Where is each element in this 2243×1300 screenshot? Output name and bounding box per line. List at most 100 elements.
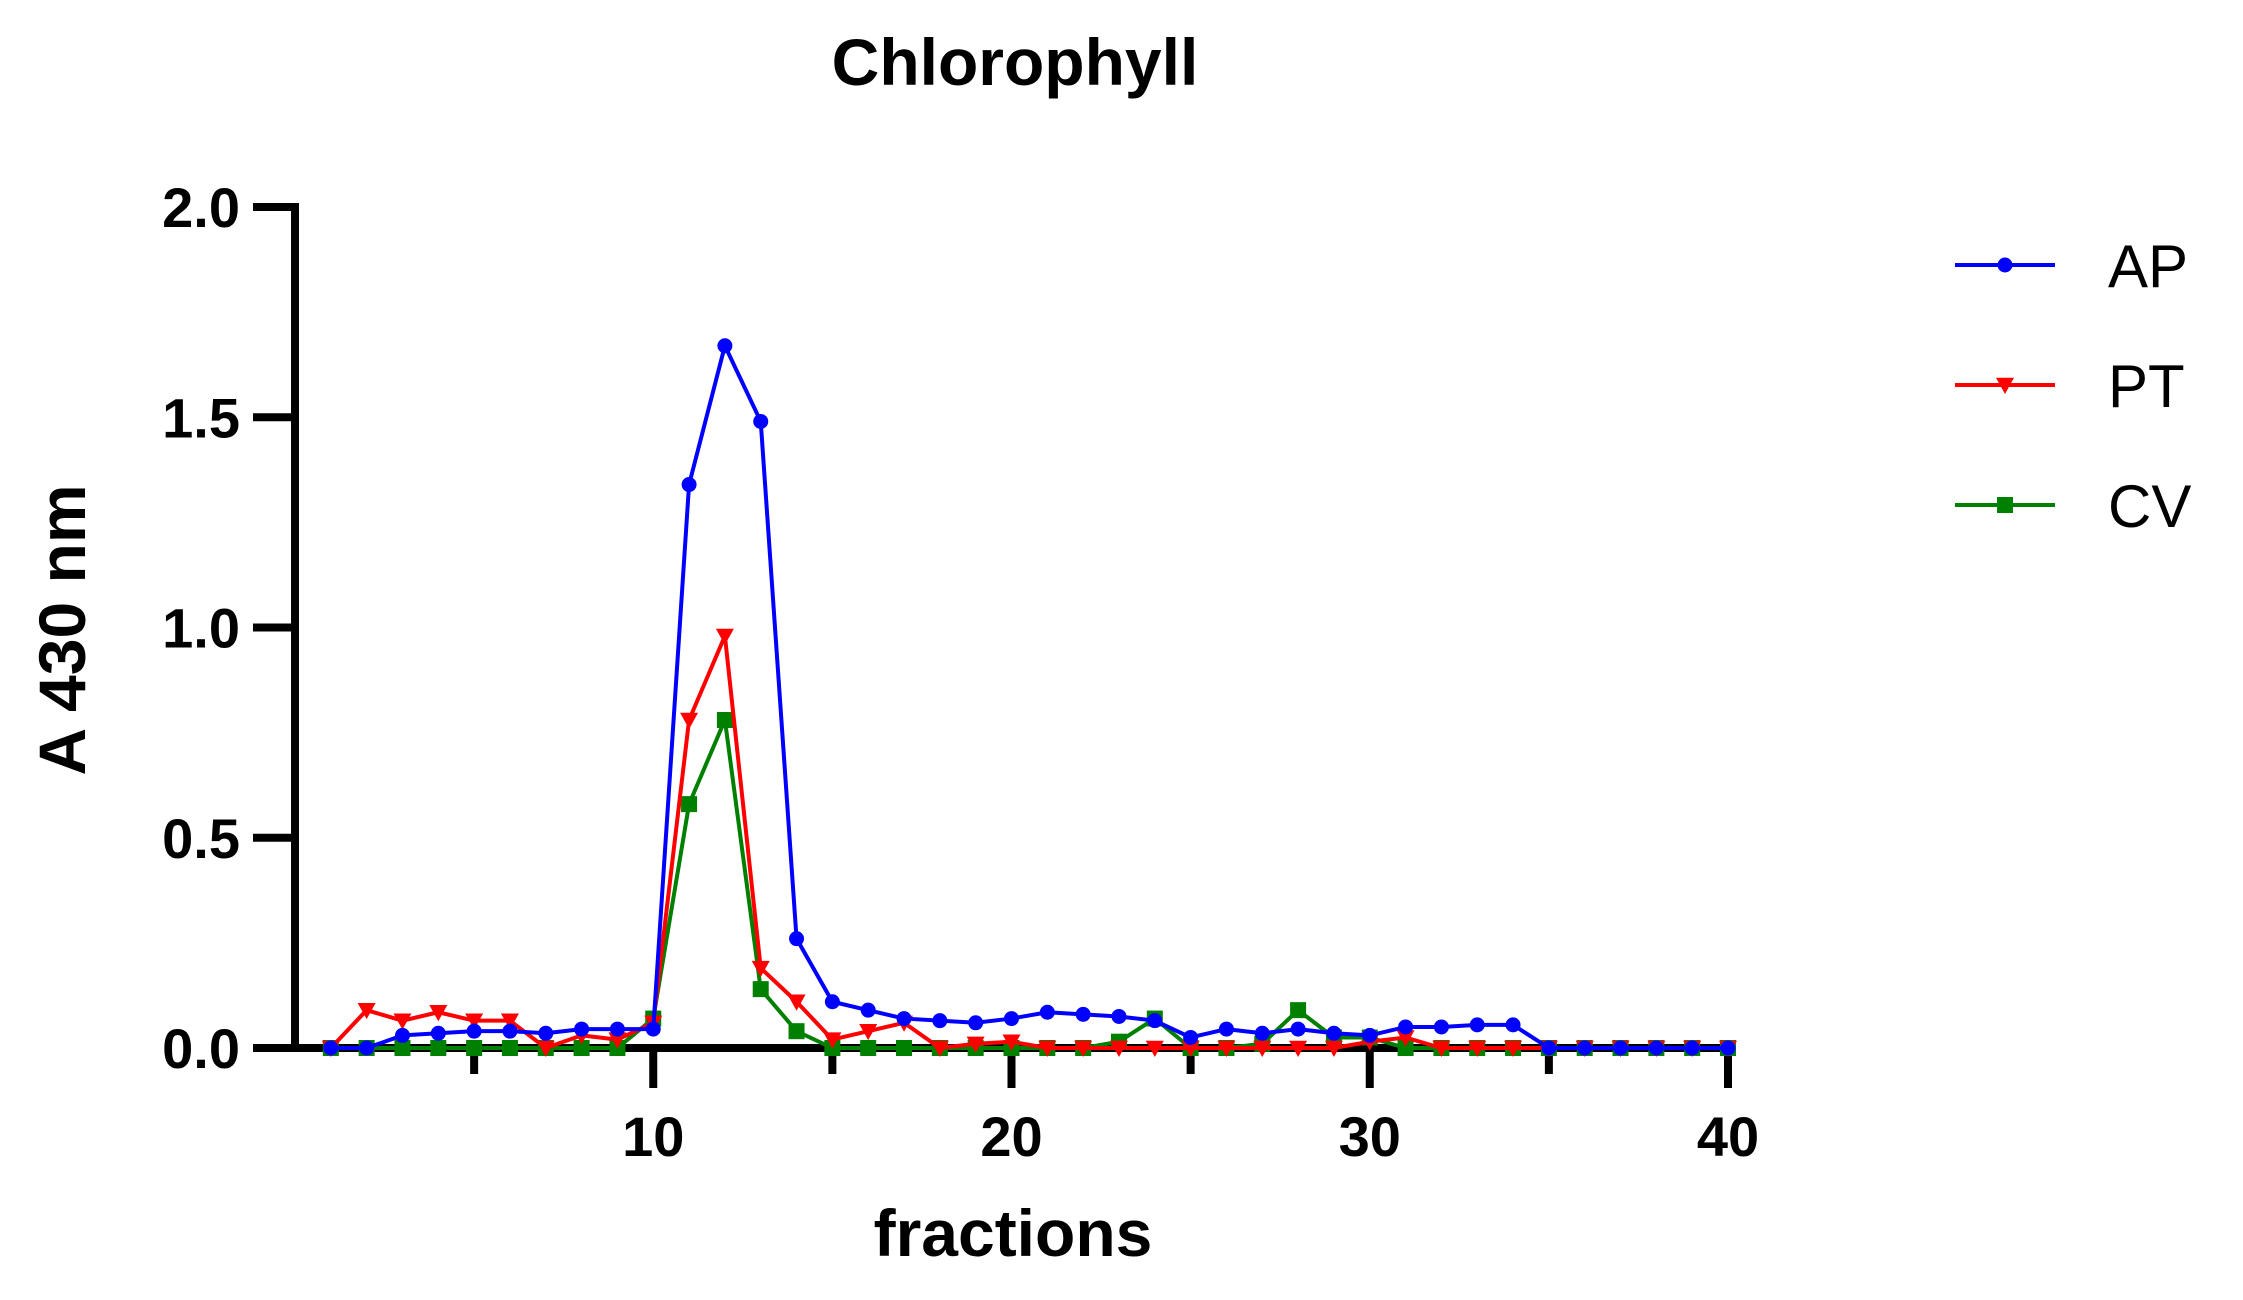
legend-marker bbox=[1997, 257, 2013, 273]
data-point-ap bbox=[1183, 1029, 1199, 1045]
x-axis-label: fractions bbox=[874, 1196, 1153, 1270]
data-point-cv bbox=[501, 1040, 518, 1056]
data-point-pt bbox=[1074, 1040, 1093, 1057]
x-tick-label: 10 bbox=[622, 1105, 684, 1168]
data-point-ap bbox=[538, 1025, 554, 1041]
data-point-ap bbox=[896, 1011, 912, 1027]
data-point-pt bbox=[1504, 1040, 1523, 1057]
data-point-cv bbox=[430, 1040, 447, 1056]
legend-item-cv: CV bbox=[1955, 473, 2191, 540]
data-point-ap bbox=[968, 1015, 984, 1031]
data-point-pt bbox=[465, 1013, 484, 1030]
data-point-pt bbox=[608, 1032, 627, 1049]
data-point-pt bbox=[1289, 1040, 1308, 1057]
series-line-ap bbox=[330, 343, 1728, 1050]
data-point-pt bbox=[930, 1040, 949, 1057]
x-tick-label: 40 bbox=[1697, 1105, 1759, 1168]
data-point-ap bbox=[1254, 1025, 1270, 1041]
data-point-ap bbox=[789, 931, 805, 947]
data-point-pt bbox=[1396, 1030, 1415, 1047]
data-point-pt bbox=[1324, 1040, 1343, 1057]
data-point-ap bbox=[1004, 1011, 1019, 1027]
data-point-ap bbox=[824, 994, 840, 1010]
data-point-ap bbox=[753, 413, 769, 429]
data-point-ap bbox=[860, 1002, 876, 1018]
x-tick-label: 30 bbox=[1339, 1105, 1401, 1168]
data-point-pt bbox=[859, 1023, 878, 1041]
data-point-ap bbox=[1505, 1017, 1521, 1033]
series-ap bbox=[323, 338, 1736, 1056]
series-line-cv bbox=[330, 718, 1728, 1050]
data-point-pt bbox=[787, 994, 806, 1011]
data-point-ap bbox=[430, 1025, 446, 1041]
y-tick-label: 1.5 bbox=[162, 386, 240, 449]
legend-item-ap: AP bbox=[1955, 233, 2188, 300]
data-point-ap bbox=[1039, 1004, 1055, 1020]
data-point-ap bbox=[717, 338, 733, 354]
y-tick-label: 0.5 bbox=[162, 807, 240, 870]
data-point-ap bbox=[932, 1013, 948, 1029]
legend-label: CV bbox=[2108, 473, 2191, 540]
x-tick-label: 20 bbox=[980, 1105, 1042, 1168]
data-point-ap bbox=[645, 1021, 661, 1037]
data-point-cv bbox=[1290, 1002, 1307, 1019]
data-point-ap bbox=[502, 1023, 518, 1039]
data-point-ap bbox=[1469, 1017, 1485, 1033]
data-point-pt bbox=[429, 1005, 448, 1022]
data-point-ap bbox=[1720, 1040, 1736, 1056]
data-point-pt bbox=[966, 1036, 985, 1053]
data-point-ap bbox=[681, 477, 697, 493]
data-point-pt bbox=[357, 1002, 376, 1020]
y-tick-label: 2.0 bbox=[162, 176, 240, 239]
data-point-ap bbox=[1541, 1040, 1557, 1056]
data-point-pt bbox=[1145, 1040, 1164, 1057]
data-point-cv bbox=[466, 1040, 483, 1056]
y-tick-label: 1.0 bbox=[162, 597, 240, 660]
data-point-cv bbox=[896, 1040, 913, 1056]
chart-title: Chlorophyll bbox=[832, 25, 1199, 99]
data-point-pt bbox=[393, 1013, 412, 1030]
data-point-pt bbox=[1432, 1040, 1451, 1057]
legend-marker bbox=[1997, 497, 2013, 513]
data-point-ap bbox=[1433, 1019, 1449, 1035]
y-axis-label: A 430 nm bbox=[25, 484, 99, 775]
data-point-ap bbox=[1218, 1021, 1234, 1037]
data-point-pt bbox=[680, 712, 699, 730]
data-point-pt bbox=[823, 1032, 842, 1049]
legend-item-pt: PT bbox=[1955, 353, 2185, 420]
data-point-ap bbox=[1362, 1027, 1378, 1043]
data-point-ap bbox=[1648, 1040, 1664, 1056]
legend-label: AP bbox=[2108, 233, 2188, 300]
data-point-pt bbox=[1109, 1040, 1128, 1057]
data-point-cv bbox=[394, 1040, 411, 1056]
data-point-ap bbox=[1613, 1040, 1629, 1056]
data-point-ap bbox=[1147, 1013, 1163, 1029]
series-line-pt bbox=[329, 633, 1728, 1050]
data-point-ap bbox=[1326, 1025, 1342, 1041]
series-layer bbox=[321, 338, 1737, 1057]
data-point-cv bbox=[716, 712, 733, 729]
data-point-ap bbox=[1684, 1040, 1700, 1056]
data-point-pt bbox=[536, 1040, 555, 1057]
data-point-cv bbox=[752, 981, 769, 998]
y-tick-label: 0.0 bbox=[162, 1017, 240, 1080]
data-point-pt bbox=[500, 1013, 519, 1030]
data-point-cv bbox=[1397, 1040, 1414, 1056]
data-point-ap bbox=[1290, 1021, 1306, 1037]
data-point-pt bbox=[1217, 1040, 1236, 1057]
data-point-pt bbox=[1468, 1040, 1487, 1057]
data-point-ap bbox=[609, 1021, 625, 1037]
data-point-ap bbox=[1577, 1040, 1593, 1056]
data-point-pt bbox=[1181, 1040, 1200, 1057]
data-point-cv bbox=[681, 796, 698, 813]
data-point-ap bbox=[359, 1040, 375, 1056]
legend-marker bbox=[1996, 377, 2014, 394]
legend: AP PT CV bbox=[1955, 233, 2191, 540]
series-cv bbox=[322, 712, 1736, 1056]
data-point-ap bbox=[466, 1023, 482, 1039]
data-point-ap bbox=[394, 1027, 410, 1043]
data-point-cv bbox=[860, 1040, 877, 1056]
data-point-pt bbox=[1253, 1040, 1272, 1057]
data-point-ap bbox=[1075, 1006, 1091, 1022]
